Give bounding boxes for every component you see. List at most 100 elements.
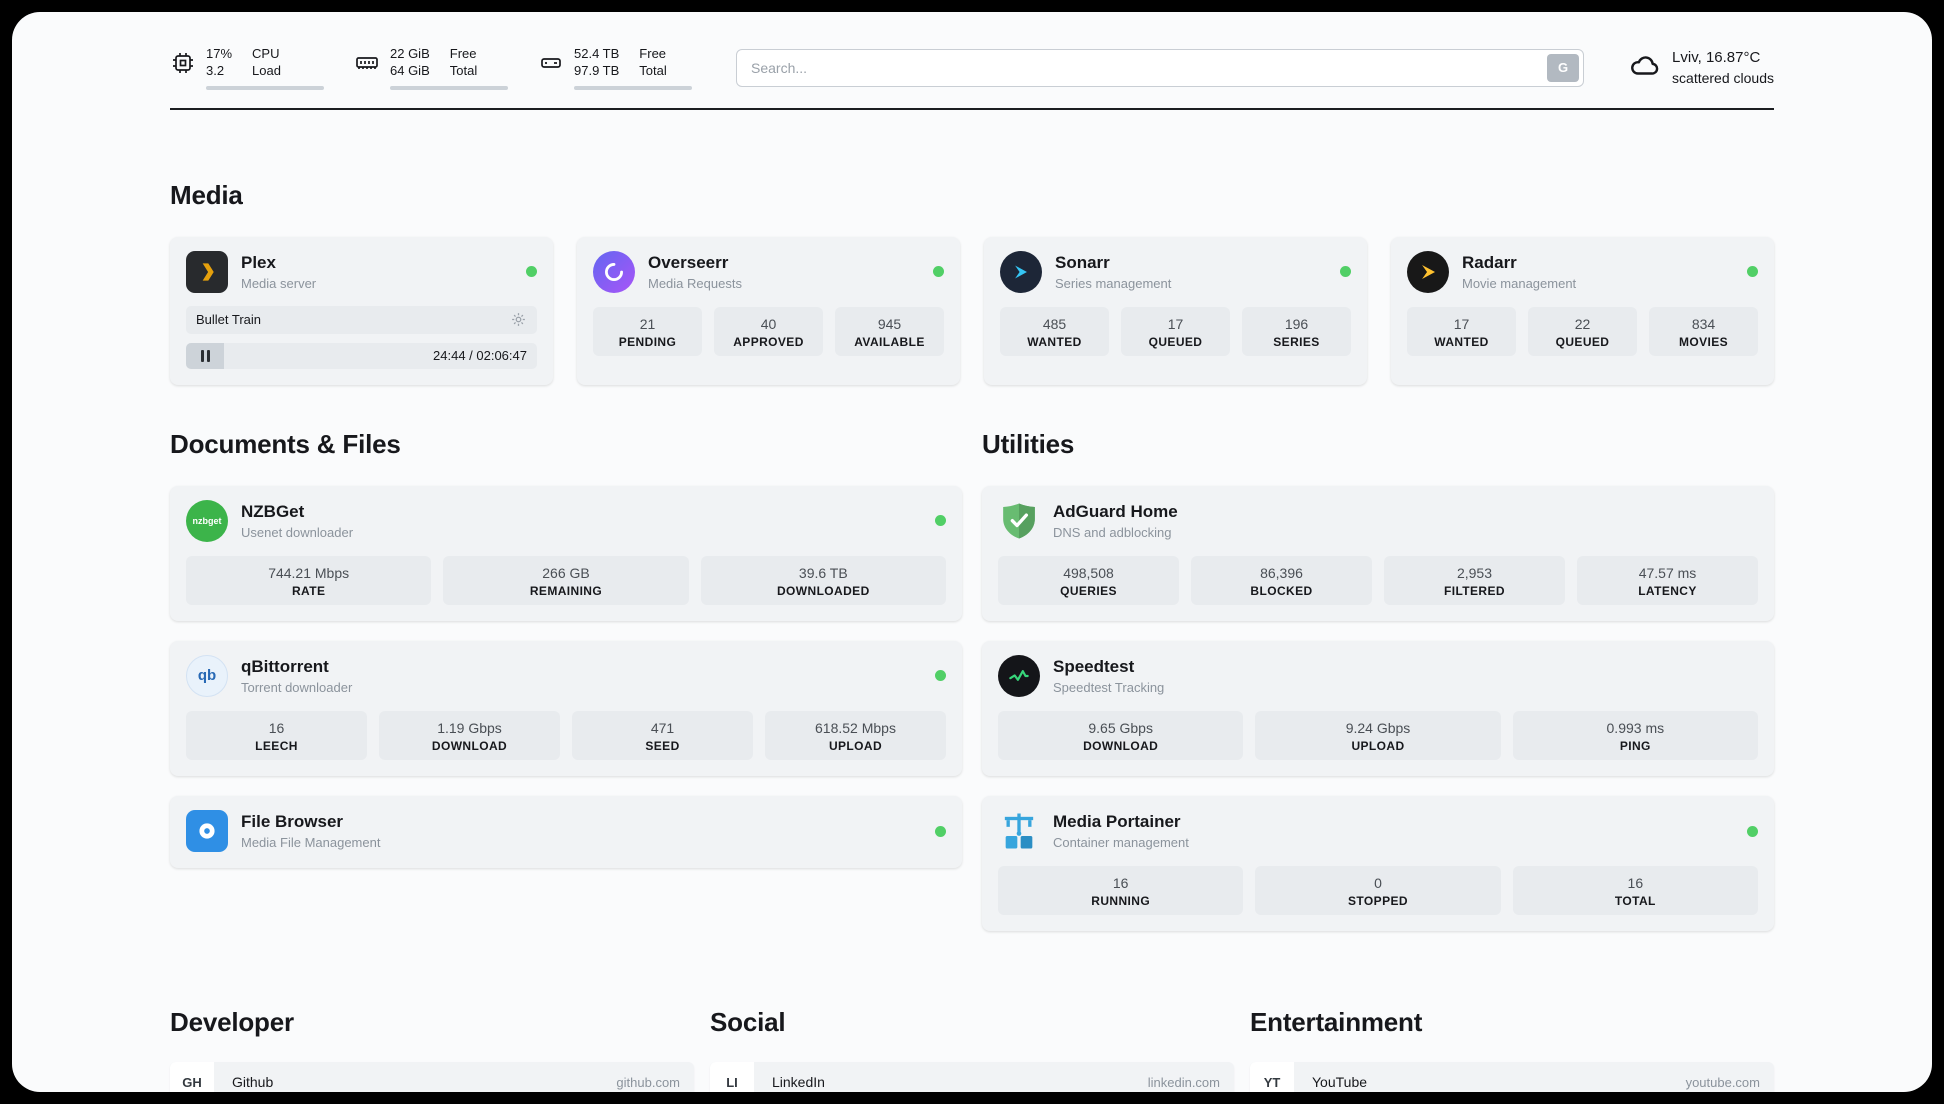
gear-icon[interactable] [510,311,527,328]
status-dot [933,266,944,278]
service-card-nzbget[interactable]: nzbget NZBGet Usenet downloader 744.21 M… [170,485,962,621]
section-title-entertainment: Entertainment [1250,1007,1423,1038]
stat-blocked: 86,396 BLOCKED [1191,555,1372,605]
memory-value: 22 GiB [390,46,430,61]
service-subtitle: Usenet downloader [241,524,354,540]
stat-series: 196 SERIES [1242,306,1351,356]
cpu-label2: Load [252,62,281,78]
bookmarks-developer: Developer GH Github github.com SO StackO… [170,1007,694,1092]
playback-progress-bar: 24:44 / 02:06:47 [186,342,537,369]
service-subtitle: Series management [1055,275,1172,291]
service-subtitle: Movie management [1462,275,1577,291]
service-card-plex[interactable]: Plex Media server Bullet Train [170,236,553,385]
service-name: AdGuard Home [1053,501,1178,521]
weather-widget: Lviv, 16.87°C scattered clouds [1628,48,1774,87]
bookmark-badge: YT [1250,1062,1294,1092]
filebrowser-icon [186,810,228,853]
status-dot [526,266,537,278]
stat-wanted: 17 WANTED [1407,306,1516,356]
weather-condition: scattered clouds [1672,69,1774,86]
disk-progress-bar [574,85,692,90]
service-name: File Browser [241,812,344,832]
now-playing-bar: Bullet Train [186,305,537,334]
now-playing-title: Bullet Train [196,312,262,328]
service-card-qbittorrent[interactable]: qb qBittorrent Torrent downloader 16 [170,640,962,777]
overseerr-icon [593,250,635,293]
adguard-icon [998,500,1040,542]
stat-ping: 0.993 ms PING [1512,710,1758,761]
service-subtitle: Media File Management [241,835,381,851]
bookmarks-social: Social LI LinkedIn linkedin.com TW Twitt… [710,1007,1234,1092]
bookmark-badge: LI [710,1062,754,1092]
weather-location: Lviv, 16.87°C [1672,49,1761,67]
status-dot [935,670,946,682]
bookmark-linkedin[interactable]: LI LinkedIn linkedin.com [710,1062,1234,1092]
service-subtitle: DNS and adblocking [1053,524,1172,540]
cpu-value: 17% [206,46,233,61]
disk-label1: Free [639,46,667,61]
stat-movies: 834 MOVIES [1649,306,1758,356]
service-name: qBittorrent [241,656,329,676]
speedtest-icon [998,654,1040,697]
service-name: Radarr [1462,252,1517,272]
stat-filtered: 2,953 FILTERED [1384,555,1565,605]
disk-label2: Total [639,62,667,78]
bookmark-youtube[interactable]: YT YouTube youtube.com [1250,1062,1774,1092]
disk-value: 52.4 TB [574,46,620,61]
section-title-social: Social [710,1007,786,1038]
stat-total: 16 TOTAL [1512,866,1758,916]
cpu-stat: 17% 3.2 CPU Load [170,46,324,90]
service-name: NZBGet [241,501,305,521]
stat-download: 1.19 Gbps DOWNLOAD [379,710,560,761]
radarr-icon [1407,250,1449,293]
dashboard: 17% 3.2 CPU Load [12,12,1932,1092]
memory-progress-bar [390,85,508,90]
stat-approved: 40 APPROVED [714,306,823,356]
search-input[interactable] [736,48,1585,87]
search-engine-button[interactable]: G [1547,53,1580,82]
service-card-overseerr[interactable]: Overseerr Media Requests 21 PENDING 40 A… [577,236,960,385]
top-bar: 17% 3.2 CPU Load [170,12,1774,90]
service-card-adguard[interactable]: AdGuard Home DNS and adblocking 498,508 … [982,485,1774,621]
service-name: Overseerr [648,252,729,272]
stat-leech: 16 LEECH [186,710,367,761]
status-dot [1747,825,1758,837]
bookmarks-entertainment: Entertainment YT YouTube youtube.com NF … [1250,1007,1774,1092]
stat-upload: 618.52 Mbps UPLOAD [765,710,946,761]
cloud-icon [1628,48,1662,87]
service-card-portainer[interactable]: Media Portainer Container management 16 … [982,796,1774,932]
stat-latency: 47.57 ms LATENCY [1577,555,1758,605]
section-title-media: Media [170,179,243,210]
system-stats: 17% 3.2 CPU Load [170,46,692,90]
portainer-icon [998,810,1040,852]
service-name: Plex [241,252,276,272]
service-card-radarr[interactable]: Radarr Movie management 17 WANTED 22 QUE… [1391,236,1774,385]
section-title-utilities: Utilities [982,428,1075,459]
search-bar: G [736,48,1585,87]
memory-label2: Total [449,62,478,78]
stat-available: 945 AVAILABLE [835,306,944,356]
stat-wanted: 485 WANTED [1000,306,1109,356]
service-card-sonarr[interactable]: Sonarr Series management 485 WANTED 17 Q… [984,236,1367,385]
stat-running: 16 RUNNING [998,866,1244,916]
header-divider [170,107,1774,110]
memory-label1: Free [449,46,477,61]
service-card-speedtest[interactable]: Speedtest Speedtest Tracking 9.65 Gbps D… [982,640,1774,777]
bookmark-badge: GH [170,1062,214,1092]
cpu-progress-bar [206,85,324,90]
service-card-filebrowser[interactable]: File Browser Media File Management [170,796,962,869]
memory-icon [354,50,380,76]
section-title-developer: Developer [170,1007,294,1038]
section-utilities: Utilities [982,429,1774,932]
cpu-value2: 3.2 [206,62,225,78]
bookmark-github[interactable]: GH Github github.com [170,1062,694,1092]
nzbget-icon: nzbget [186,499,228,542]
service-subtitle: Media Requests [648,275,742,291]
cpu-label1: CPU [252,46,280,61]
section-documents: Documents & Files nzbget NZBGet Usenet d… [170,429,962,869]
service-name: Speedtest [1053,656,1135,676]
memory-stat: 22 GiB 64 GiB Free Total [354,46,508,90]
cpu-icon [170,50,196,76]
stat-download: 9.65 Gbps DOWNLOAD [998,710,1244,761]
pause-button[interactable] [186,342,224,369]
